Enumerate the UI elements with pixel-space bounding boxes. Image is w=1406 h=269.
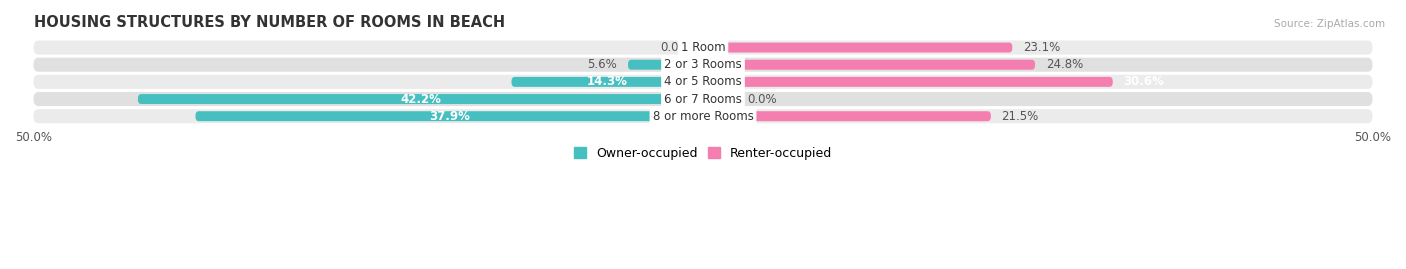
Text: 42.2%: 42.2% [401,93,441,105]
Text: 6 or 7 Rooms: 6 or 7 Rooms [664,93,742,105]
FancyBboxPatch shape [703,94,737,104]
FancyBboxPatch shape [628,60,703,70]
Text: 30.6%: 30.6% [1123,75,1164,89]
Text: HOUSING STRUCTURES BY NUMBER OF ROOMS IN BEACH: HOUSING STRUCTURES BY NUMBER OF ROOMS IN… [34,15,505,30]
FancyBboxPatch shape [703,111,991,121]
Text: 37.9%: 37.9% [429,110,470,123]
FancyBboxPatch shape [34,75,1372,89]
FancyBboxPatch shape [34,92,1372,106]
FancyBboxPatch shape [138,94,703,104]
Text: 0.0%: 0.0% [747,93,776,105]
Text: 1 Room: 1 Room [681,41,725,54]
Text: Source: ZipAtlas.com: Source: ZipAtlas.com [1274,19,1385,29]
FancyBboxPatch shape [34,41,1372,55]
Text: 8 or more Rooms: 8 or more Rooms [652,110,754,123]
Text: 14.3%: 14.3% [586,75,627,89]
Text: 21.5%: 21.5% [1001,110,1039,123]
FancyBboxPatch shape [703,60,1035,70]
FancyBboxPatch shape [195,111,703,121]
Text: 4 or 5 Rooms: 4 or 5 Rooms [664,75,742,89]
FancyBboxPatch shape [34,58,1372,72]
FancyBboxPatch shape [703,77,1112,87]
Text: 24.8%: 24.8% [1046,58,1083,71]
Text: 5.6%: 5.6% [588,58,617,71]
FancyBboxPatch shape [703,43,1012,52]
Text: 2 or 3 Rooms: 2 or 3 Rooms [664,58,742,71]
FancyBboxPatch shape [34,109,1372,123]
Legend: Owner-occupied, Renter-occupied: Owner-occupied, Renter-occupied [568,142,838,165]
FancyBboxPatch shape [512,77,703,87]
Text: 0.0%: 0.0% [659,41,689,54]
Text: 23.1%: 23.1% [1024,41,1060,54]
